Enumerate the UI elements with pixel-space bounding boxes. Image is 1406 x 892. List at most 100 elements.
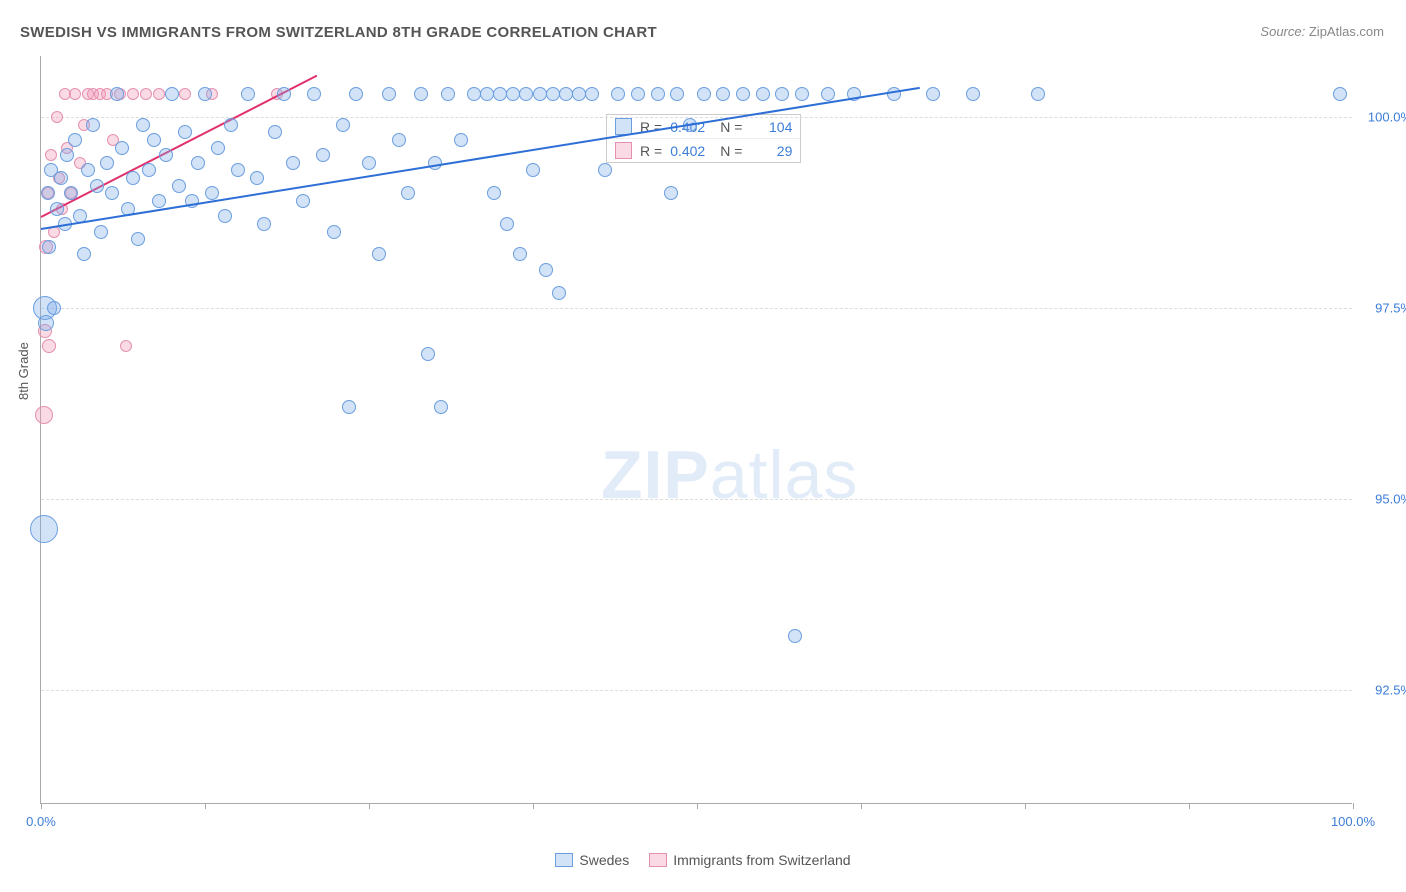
- data-point: [147, 133, 161, 147]
- data-point: [68, 133, 82, 147]
- data-point: [372, 247, 386, 261]
- data-point: [42, 240, 56, 254]
- data-point: [268, 125, 282, 139]
- data-point: [60, 148, 74, 162]
- data-point: [434, 400, 448, 414]
- data-point: [42, 339, 56, 353]
- data-point: [401, 186, 415, 200]
- data-point: [546, 87, 560, 101]
- data-point: [821, 87, 835, 101]
- data-point: [94, 225, 108, 239]
- data-point: [788, 629, 802, 643]
- y-tick-label: 92.5%: [1358, 682, 1406, 697]
- legend-swatch: [555, 853, 573, 867]
- x-tick: [205, 803, 206, 809]
- data-point: [539, 263, 553, 277]
- data-point: [30, 515, 58, 543]
- data-point: [115, 141, 129, 155]
- data-point: [231, 163, 245, 177]
- gridline: [41, 690, 1352, 691]
- data-point: [775, 87, 789, 101]
- x-tick: [697, 803, 698, 809]
- data-point: [136, 118, 150, 132]
- x-tick-label: 0.0%: [26, 814, 56, 829]
- x-tick: [369, 803, 370, 809]
- data-point: [64, 186, 78, 200]
- data-point: [611, 87, 625, 101]
- data-point: [362, 156, 376, 170]
- data-point: [41, 186, 55, 200]
- legend-swatch: [649, 853, 667, 867]
- data-point: [697, 87, 711, 101]
- watermark: ZIPatlas: [601, 436, 858, 514]
- stats-row: R =0.402N =104: [607, 115, 800, 138]
- y-tick-label: 100.0%: [1358, 110, 1406, 125]
- data-point: [651, 87, 665, 101]
- data-point: [316, 148, 330, 162]
- data-point: [336, 118, 350, 132]
- data-point: [224, 118, 238, 132]
- x-tick: [1189, 803, 1190, 809]
- data-point: [152, 194, 166, 208]
- data-point: [533, 87, 547, 101]
- data-point: [519, 87, 533, 101]
- data-point: [35, 406, 53, 424]
- data-point: [90, 179, 104, 193]
- x-tick-label: 100.0%: [1331, 814, 1375, 829]
- data-point: [513, 247, 527, 261]
- legend-item: Swedes: [555, 852, 629, 868]
- data-point: [392, 133, 406, 147]
- source-value: ZipAtlas.com: [1309, 24, 1384, 39]
- data-point: [414, 87, 428, 101]
- data-point: [670, 87, 684, 101]
- x-tick: [861, 803, 862, 809]
- data-point: [552, 286, 566, 300]
- data-point: [736, 87, 750, 101]
- data-point: [421, 347, 435, 361]
- chart-title: SWEDISH VS IMMIGRANTS FROM SWITZERLAND 8…: [20, 24, 657, 41]
- stat-n-label: N =: [720, 119, 742, 135]
- source-label: Source:: [1260, 24, 1305, 39]
- data-point: [81, 163, 95, 177]
- x-tick: [1353, 803, 1354, 809]
- x-tick: [41, 803, 42, 809]
- stat-n-value: 29: [750, 143, 792, 159]
- data-point: [327, 225, 341, 239]
- data-point: [165, 87, 179, 101]
- data-point: [257, 217, 271, 231]
- data-point: [205, 186, 219, 200]
- legend-item: Immigrants from Switzerland: [649, 852, 850, 868]
- data-point: [467, 87, 481, 101]
- x-tick: [533, 803, 534, 809]
- chart-area: ZIPatlas R =0.402N =104R =0.402N =29 92.…: [40, 56, 1352, 804]
- data-point: [349, 87, 363, 101]
- data-point: [756, 87, 770, 101]
- data-point: [506, 87, 520, 101]
- data-point: [382, 87, 396, 101]
- data-point: [342, 400, 356, 414]
- data-point: [126, 171, 140, 185]
- data-point: [47, 301, 61, 315]
- data-point: [77, 247, 91, 261]
- data-point: [38, 315, 54, 331]
- data-point: [54, 171, 68, 185]
- data-point: [631, 87, 645, 101]
- data-point: [441, 87, 455, 101]
- data-point: [153, 88, 165, 100]
- data-point: [100, 156, 114, 170]
- x-tick: [1025, 803, 1026, 809]
- legend-label: Swedes: [579, 852, 629, 868]
- data-point: [191, 156, 205, 170]
- stats-row: R =0.402N =29: [607, 138, 800, 162]
- data-point: [110, 87, 124, 101]
- data-point: [127, 88, 139, 100]
- source-attribution: Source: ZipAtlas.com: [1260, 24, 1384, 39]
- data-point: [120, 340, 132, 352]
- data-point: [131, 232, 145, 246]
- data-point: [142, 163, 156, 177]
- data-point: [296, 194, 310, 208]
- data-point: [86, 118, 100, 132]
- data-point: [172, 179, 186, 193]
- data-point: [585, 87, 599, 101]
- data-point: [572, 87, 586, 101]
